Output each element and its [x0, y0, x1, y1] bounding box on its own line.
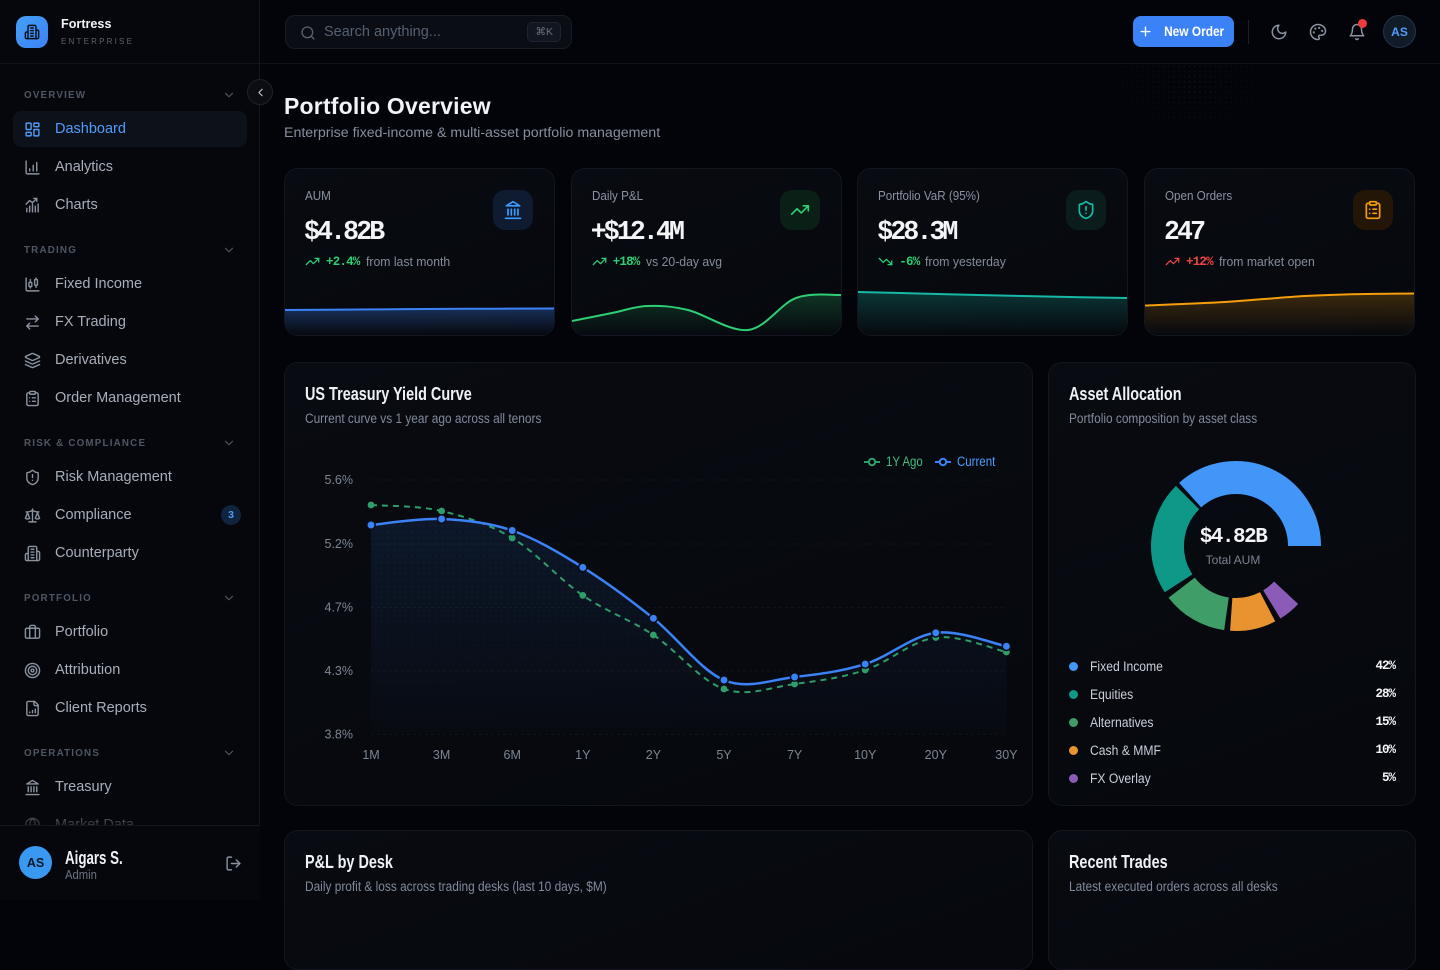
svg-text:20Y: 20Y [925, 748, 948, 762]
svg-text:6M: 6M [504, 748, 521, 762]
svg-text:10Y: 10Y [854, 748, 877, 762]
svg-text:5.6%: 5.6% [325, 473, 354, 487]
svg-text:3.8%: 3.8% [325, 728, 354, 742]
svg-text:1Y: 1Y [575, 748, 591, 762]
svg-text:2Y: 2Y [646, 748, 662, 762]
svg-text:4.7%: 4.7% [325, 601, 354, 615]
svg-text:4.3%: 4.3% [325, 664, 354, 678]
svg-text:5Y: 5Y [716, 748, 732, 762]
svg-text:7Y: 7Y [787, 748, 803, 762]
svg-text:3M: 3M [433, 748, 450, 762]
svg-text:5.2%: 5.2% [325, 537, 354, 551]
svg-text:30Y: 30Y [995, 748, 1018, 762]
svg-text:1M: 1M [362, 748, 379, 762]
